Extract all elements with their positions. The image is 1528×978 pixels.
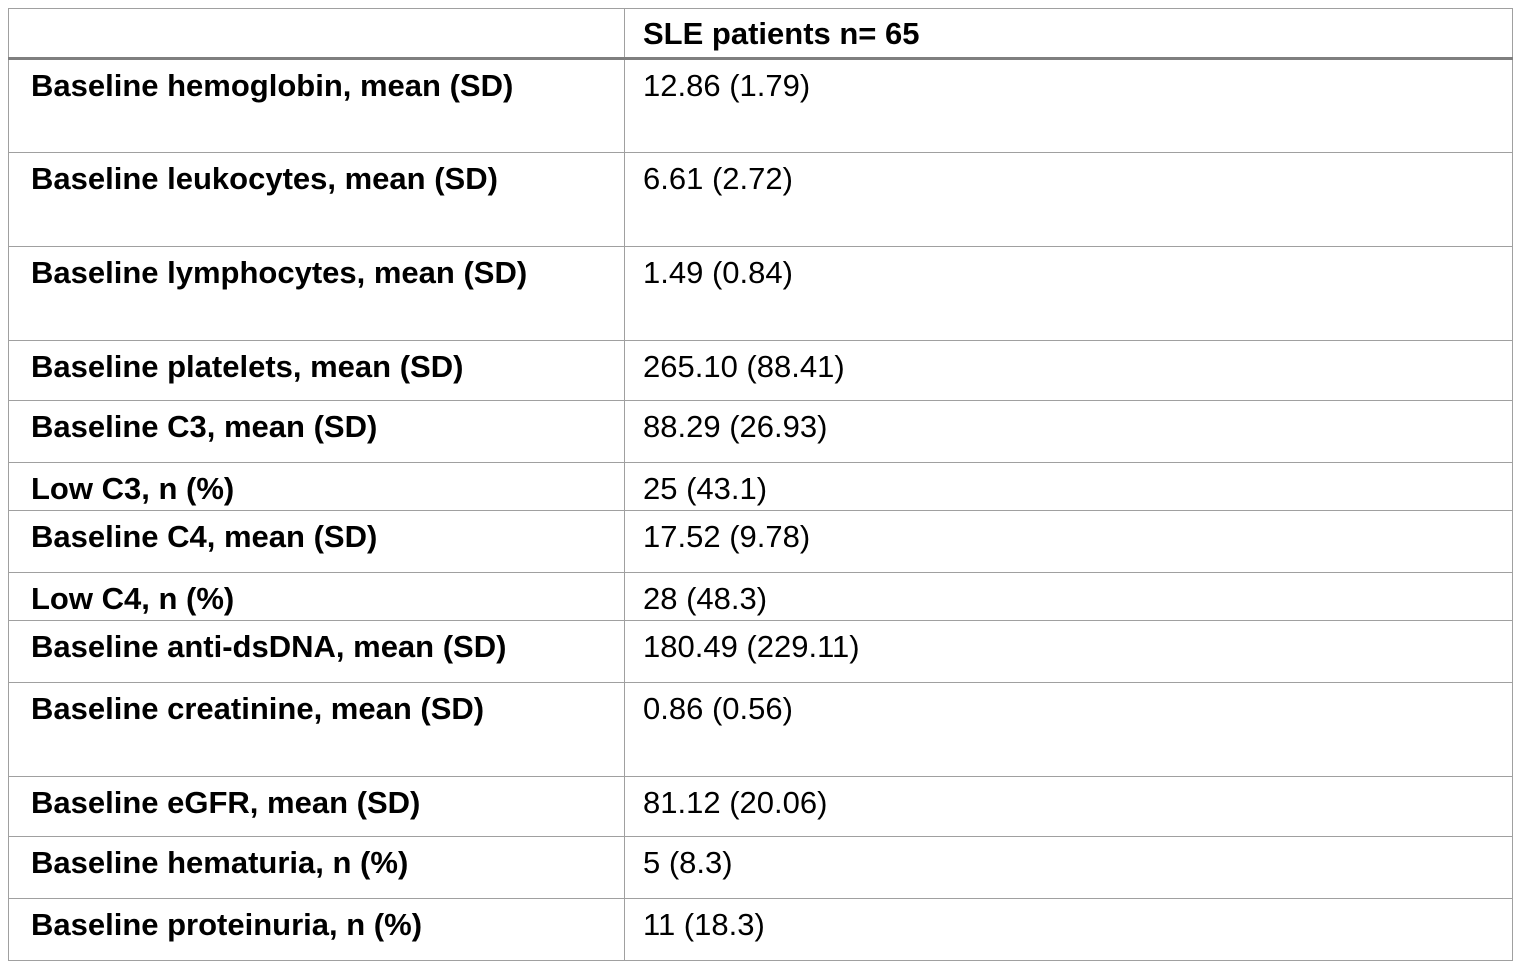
table-row: Baseline C4, mean (SD) 17.52 (9.78) — [8, 510, 1513, 573]
table-row: Baseline creatinine, mean (SD) 0.86 (0.5… — [8, 682, 1513, 777]
row-label: Baseline platelets, mean (SD) — [8, 340, 625, 401]
row-value: 17.52 (9.78) — [624, 510, 1513, 573]
row-value: 6.61 (2.72) — [624, 152, 1513, 247]
table-row: Baseline leukocytes, mean (SD) 6.61 (2.7… — [8, 152, 1513, 247]
row-label: Low C4, n (%) — [8, 572, 625, 621]
header-empty-cell — [8, 8, 625, 60]
row-label: Low C3, n (%) — [8, 462, 625, 511]
row-label: Baseline lymphocytes, mean (SD) — [8, 246, 625, 341]
table-header-row: SLE patients n= 65 — [8, 8, 1513, 60]
table-row: Baseline hematuria, n (%) 5 (8.3) — [8, 836, 1513, 899]
row-label: Baseline proteinuria, n (%) — [8, 898, 625, 961]
table-row: Low C3, n (%) 25 (43.1) — [8, 462, 1513, 511]
table-row: Baseline lymphocytes, mean (SD) 1.49 (0.… — [8, 246, 1513, 341]
lab-values-table: SLE patients n= 65 Baseline hemoglobin, … — [8, 8, 1513, 961]
row-value: 12.86 (1.79) — [624, 58, 1513, 153]
row-label: Baseline eGFR, mean (SD) — [8, 776, 625, 837]
row-value: 81.12 (20.06) — [624, 776, 1513, 837]
row-value: 0.86 (0.56) — [624, 682, 1513, 777]
row-label: Baseline anti-dsDNA, mean (SD) — [8, 620, 625, 683]
row-value: 180.49 (229.11) — [624, 620, 1513, 683]
row-label: Baseline leukocytes, mean (SD) — [8, 152, 625, 247]
row-label: Baseline C3, mean (SD) — [8, 400, 625, 463]
row-label: Baseline C4, mean (SD) — [8, 510, 625, 573]
row-value: 11 (18.3) — [624, 898, 1513, 961]
row-value: 25 (43.1) — [624, 462, 1513, 511]
row-label: Baseline hematuria, n (%) — [8, 836, 625, 899]
table-row: Baseline hemoglobin, mean (SD) 12.86 (1.… — [8, 58, 1513, 153]
row-value: 28 (48.3) — [624, 572, 1513, 621]
table-row: Baseline C3, mean (SD) 88.29 (26.93) — [8, 400, 1513, 463]
table-row: Baseline anti-dsDNA, mean (SD) 180.49 (2… — [8, 620, 1513, 683]
table-row: Baseline proteinuria, n (%) 11 (18.3) — [8, 898, 1513, 961]
table-row: Baseline platelets, mean (SD) 265.10 (88… — [8, 340, 1513, 401]
row-value: 265.10 (88.41) — [624, 340, 1513, 401]
row-value: 5 (8.3) — [624, 836, 1513, 899]
table-row: Baseline eGFR, mean (SD) 81.12 (20.06) — [8, 776, 1513, 837]
row-value: 88.29 (26.93) — [624, 400, 1513, 463]
row-label: Baseline creatinine, mean (SD) — [8, 682, 625, 777]
table-row: Low C4, n (%) 28 (48.3) — [8, 572, 1513, 621]
row-value: 1.49 (0.84) — [624, 246, 1513, 341]
header-sle-patients: SLE patients n= 65 — [624, 8, 1513, 60]
row-label: Baseline hemoglobin, mean (SD) — [8, 58, 625, 153]
